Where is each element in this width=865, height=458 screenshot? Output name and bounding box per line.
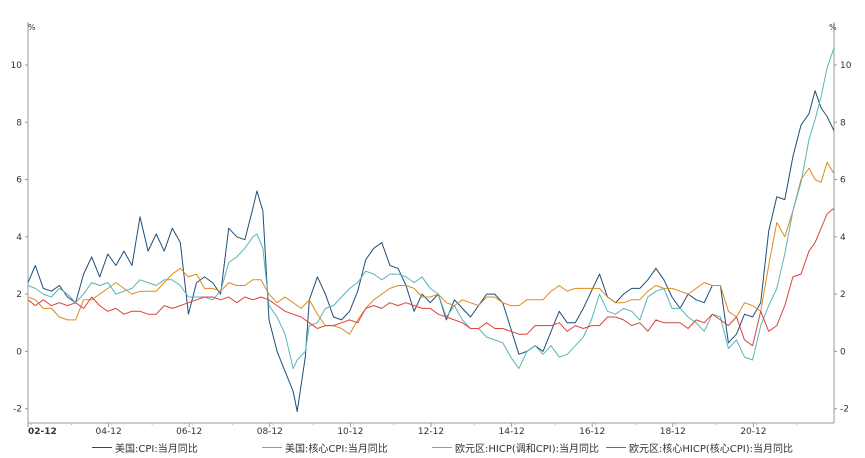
legend-item-ez-core-hicp: 欧元区:核心HICP(核心CPI):当月同比 (606, 440, 793, 455)
series-line-3 (27, 207, 835, 347)
y-tick-label-right: -2 (840, 405, 849, 415)
x-tick-label: 02-12 (28, 427, 57, 437)
series-line-1 (27, 161, 835, 335)
y-tick-label-right: 4 (840, 233, 846, 243)
x-tick-label: 18-12 (660, 427, 686, 437)
y-tick-label-left: 0 (16, 347, 22, 357)
y-tick-label-right: 10 (840, 61, 852, 71)
series-layer (27, 47, 835, 412)
legend-label-us-core-cpi: 美国:核心CPI:当月同比 (285, 444, 388, 455)
legend-swatch-ez-hicp (432, 447, 452, 448)
y-tick-label-left: 4 (16, 233, 22, 243)
y-tick-label-right: 6 (840, 176, 846, 186)
legend-item-ez-hicp: 欧元区:HICP(调和CPI):当月同比 (432, 440, 599, 455)
legend-swatch-us-core-cpi (262, 447, 282, 448)
legend-swatch-us-cpi (92, 447, 112, 448)
legend-label-ez-core-hicp: 欧元区:核心HICP(核心CPI):当月同比 (629, 444, 793, 455)
x-tick-label: 10-12 (337, 427, 363, 437)
left-axis-unit: % (28, 23, 36, 32)
x-tick-label: 04-12 (96, 427, 122, 437)
series-line-2 (27, 47, 835, 370)
y-tick-label-left: 10 (11, 61, 23, 71)
x-tick-label: 14-12 (499, 427, 525, 437)
y-tick-label-right: 0 (840, 347, 846, 357)
y-tick-label-left: -2 (13, 405, 22, 415)
legend-item-us-core-cpi: 美国:核心CPI:当月同比 (262, 440, 388, 455)
y-tick-label-right: 2 (840, 290, 846, 300)
series-line-0 (27, 90, 835, 412)
y-tick-label-right: 8 (840, 118, 846, 128)
x-tick-label: 12-12 (418, 427, 444, 437)
x-tick-label: 08-12 (257, 427, 283, 437)
right-axis-unit: % (829, 23, 837, 32)
x-tick-label: 16-12 (579, 427, 605, 437)
legend-item-us-cpi: 美国:CPI:当月同比 (92, 440, 198, 455)
chart-legend: 美国:CPI:当月同比 美国:核心CPI:当月同比 欧元区:HICP(调和CPI… (0, 440, 865, 458)
legend-swatch-ez-core-hicp (606, 447, 626, 448)
chart-axes: -2 -2 0 0 2 2 4 4 6 6 8 8 10 10 02-12 04-12 06-12 08-12 10… (11, 22, 852, 437)
x-tick-label: 06-12 (176, 427, 202, 437)
y-tick-label-left: 2 (16, 290, 22, 300)
legend-label-ez-hicp: 欧元区:HICP(调和CPI):当月同比 (455, 444, 599, 455)
y-tick-label-left: 8 (16, 118, 22, 128)
y-tick-label-left: 6 (16, 176, 22, 186)
legend-label-us-cpi: 美国:CPI:当月同比 (115, 444, 198, 455)
x-tick-label: 20-12 (740, 427, 766, 437)
